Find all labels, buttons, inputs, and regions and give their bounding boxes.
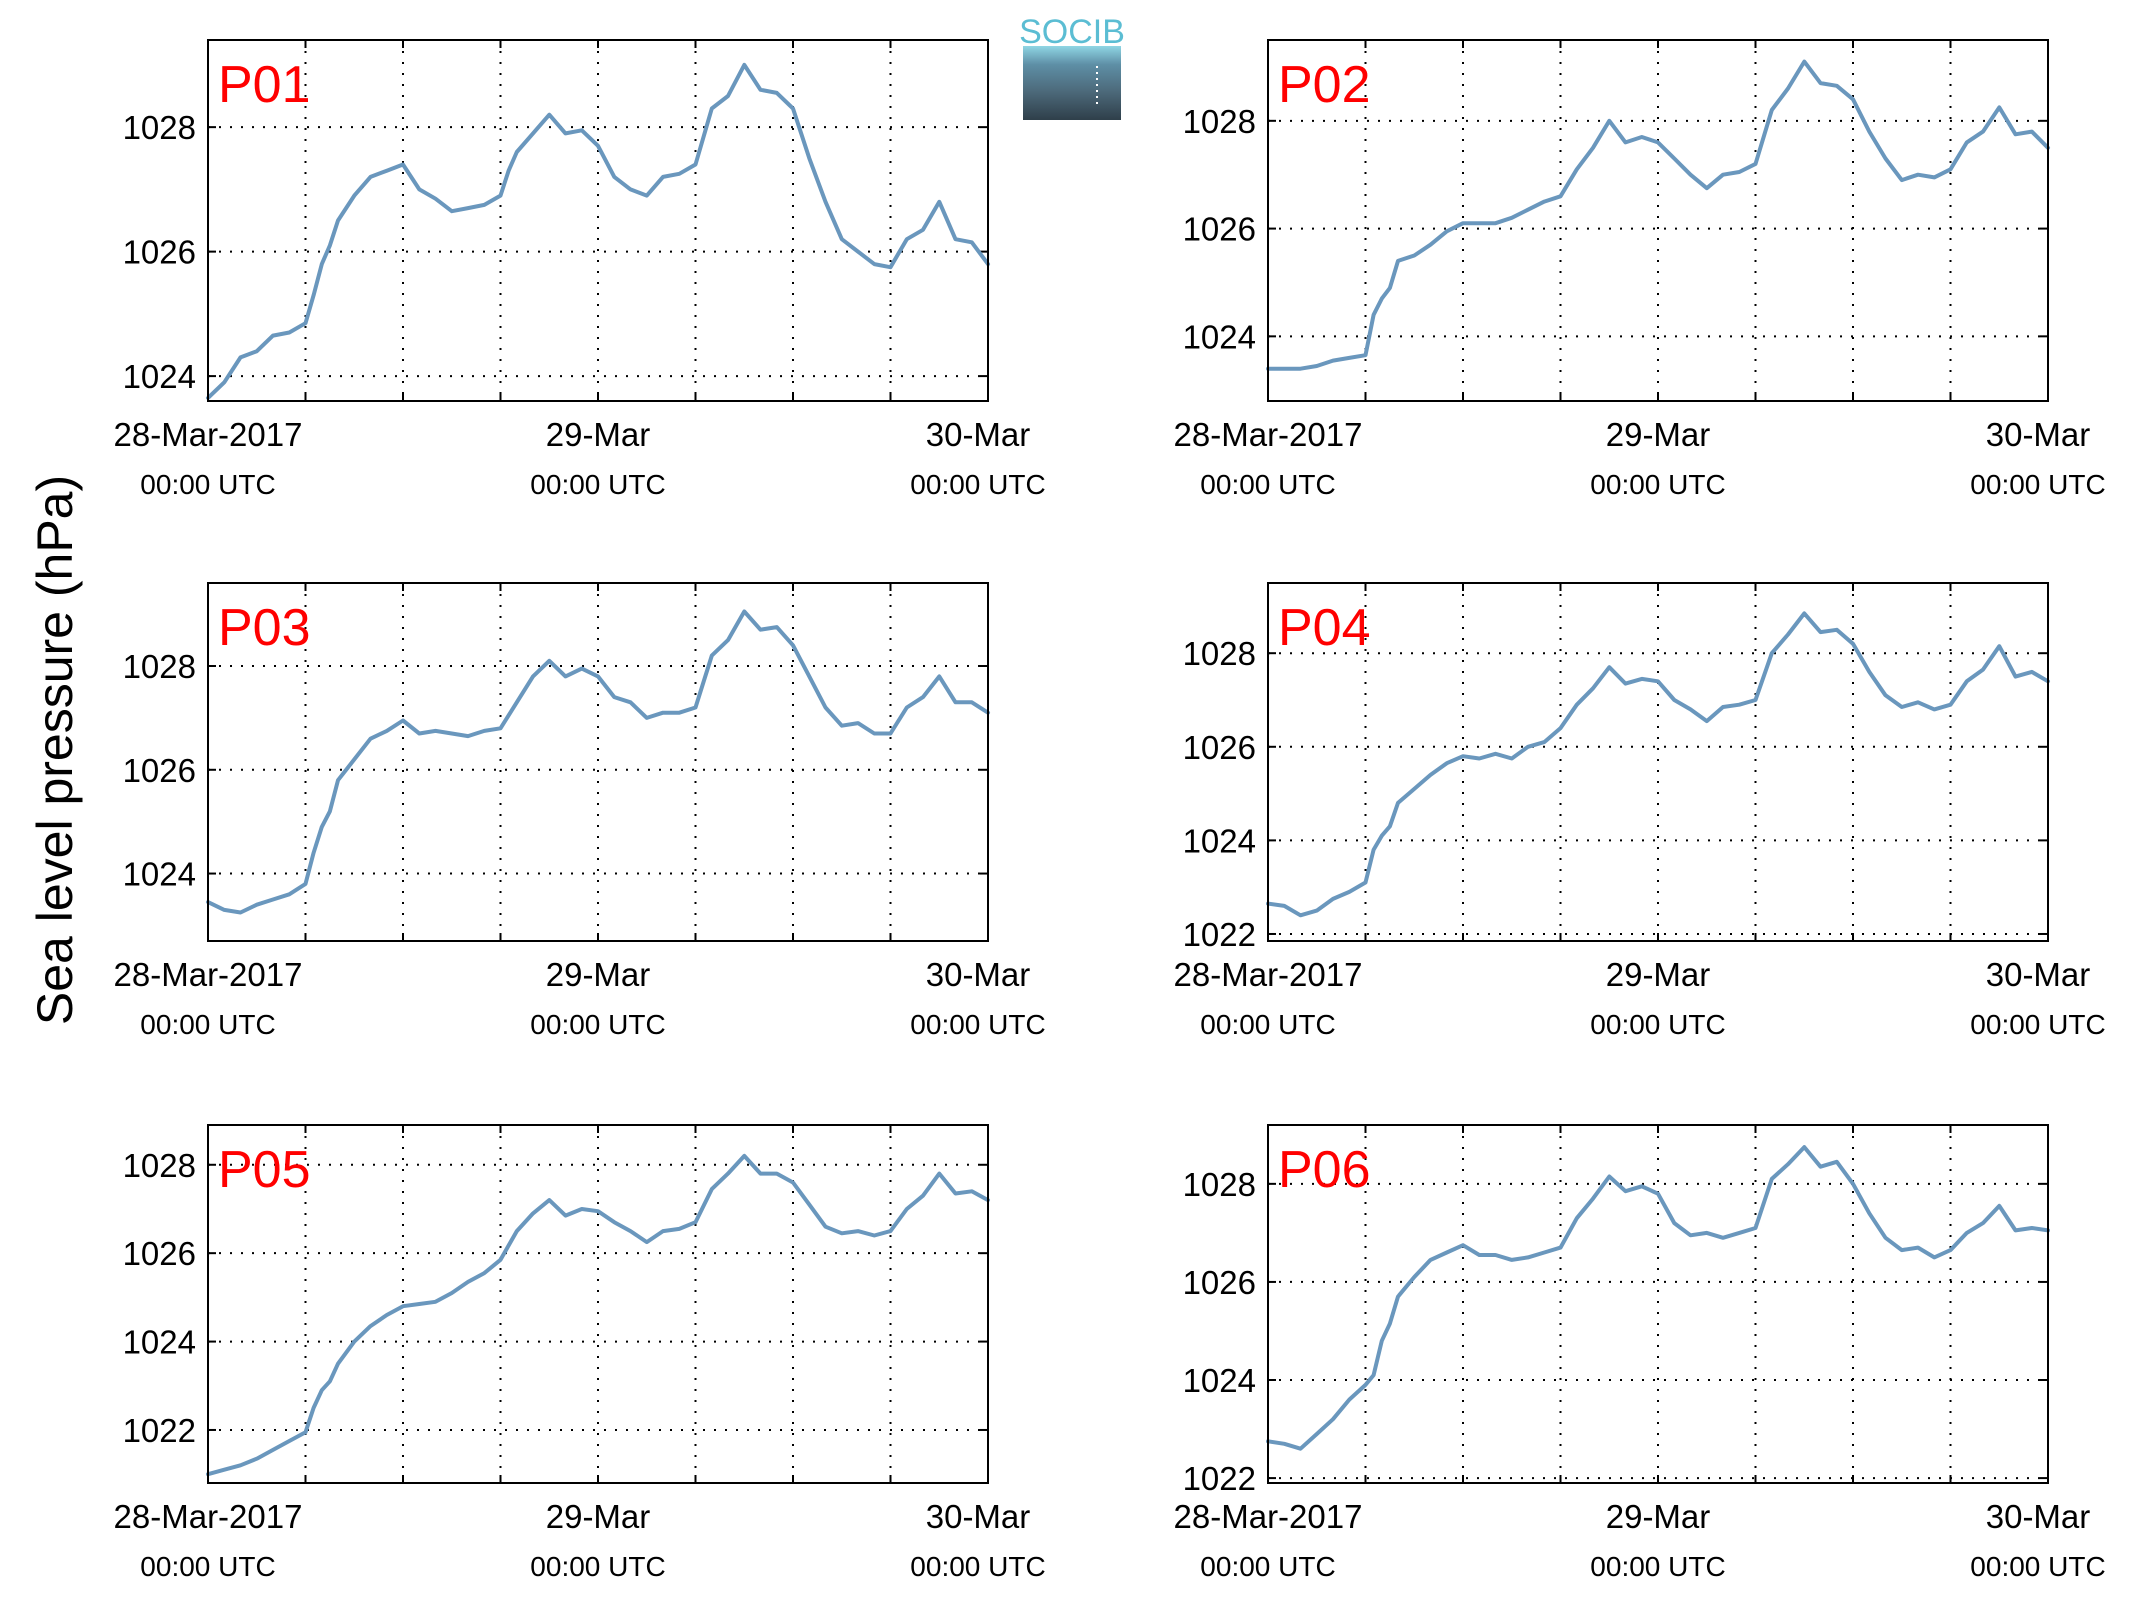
y-tick-label: 1022 bbox=[123, 1412, 196, 1449]
y-tick-label: 1028 bbox=[1183, 1166, 1256, 1203]
panel-p04: 1022 1024 1026 1028 P04 28-Mar-2017 00:00 UTC 2… bbox=[1174, 582, 2106, 1040]
socib-logo: SOCIB bbox=[1019, 13, 1125, 120]
x-tick-date-label: 28-Mar-2017 bbox=[1174, 1498, 1363, 1535]
y-tick-label: 1024 bbox=[1183, 822, 1256, 859]
x-tick-date-label: 28-Mar-2017 bbox=[114, 1498, 303, 1535]
y-tick-label: 1028 bbox=[1183, 103, 1256, 140]
panel-grid: 1024 1026 1028 P01 28-Mar-2017 00:00 UTC 29-Ma… bbox=[114, 39, 2106, 1582]
y-tick-label: 1026 bbox=[1183, 729, 1256, 766]
x-tick-date-label: 30-Mar bbox=[926, 1498, 1031, 1535]
x-tick-date-label: 30-Mar bbox=[926, 956, 1031, 993]
series-line bbox=[206, 1153, 990, 1477]
x-tick-date-label: 28-Mar-2017 bbox=[1174, 956, 1363, 993]
panel-label: P06 bbox=[1278, 1141, 1371, 1199]
x-tick-time-label: 00:00 UTC bbox=[1590, 1009, 1725, 1040]
y-tick-label: 1024 bbox=[1183, 1362, 1256, 1399]
x-tick-date-label: 30-Mar bbox=[1986, 956, 2091, 993]
axes-box bbox=[207, 582, 989, 942]
x-tick-time-label: 00:00 UTC bbox=[530, 469, 665, 500]
x-tick-time-label: 00:00 UTC bbox=[1200, 1551, 1335, 1582]
x-tick-date-label: 29-Mar bbox=[546, 956, 651, 993]
y-tick-label: 1024 bbox=[123, 856, 196, 893]
y-tick-label: 1022 bbox=[1183, 1460, 1256, 1497]
x-tick-date-label: 29-Mar bbox=[546, 416, 651, 453]
x-tick-time-label: 00:00 UTC bbox=[910, 1009, 1045, 1040]
panel-label: P03 bbox=[218, 599, 311, 657]
panel-label: P04 bbox=[1278, 599, 1371, 657]
x-tick-date-label: 29-Mar bbox=[1606, 1498, 1711, 1535]
y-tick-label: 1028 bbox=[123, 109, 196, 146]
x-tick-time-label: 00:00 UTC bbox=[530, 1551, 665, 1582]
y-tick-label: 1026 bbox=[1183, 211, 1256, 248]
panel-p01: 1024 1026 1028 P01 28-Mar-2017 00:00 UTC 29-Ma… bbox=[114, 39, 1046, 500]
socib-logo-text: SOCIB bbox=[1019, 13, 1125, 51]
y-tick-label: 1026 bbox=[123, 752, 196, 789]
y-tick-label: 1024 bbox=[123, 1324, 196, 1361]
y-tick-label: 1028 bbox=[1183, 635, 1256, 672]
x-tick-date-label: 29-Mar bbox=[546, 1498, 651, 1535]
axes-box bbox=[1267, 39, 2049, 402]
x-tick-date-label: 30-Mar bbox=[1986, 1498, 2091, 1535]
series-line bbox=[1266, 1145, 2050, 1451]
series-line bbox=[206, 609, 990, 915]
x-tick-date-label: 28-Mar-2017 bbox=[1174, 416, 1363, 453]
x-tick-date-label: 28-Mar-2017 bbox=[114, 956, 303, 993]
socib-logo-block bbox=[1023, 46, 1121, 120]
x-tick-time-label: 00:00 UTC bbox=[910, 1551, 1045, 1582]
y-tick-label: 1024 bbox=[1183, 318, 1256, 355]
y-axis-label: Sea level pressure (hPa) bbox=[27, 475, 83, 1025]
y-tick-label: 1026 bbox=[123, 234, 196, 271]
x-tick-date-label: 30-Mar bbox=[926, 416, 1031, 453]
y-tick-label: 1028 bbox=[123, 1147, 196, 1184]
x-tick-time-label: 00:00 UTC bbox=[1970, 469, 2105, 500]
y-tick-label: 1028 bbox=[123, 648, 196, 685]
x-tick-date-label: 29-Mar bbox=[1606, 956, 1711, 993]
x-tick-time-label: 00:00 UTC bbox=[1970, 1551, 2105, 1582]
series-line bbox=[1266, 59, 2050, 371]
x-tick-time-label: 00:00 UTC bbox=[140, 1551, 275, 1582]
series-line bbox=[1266, 611, 2050, 918]
panel-label: P02 bbox=[1278, 56, 1371, 114]
x-tick-time-label: 00:00 UTC bbox=[910, 469, 1045, 500]
x-tick-time-label: 00:00 UTC bbox=[1590, 1551, 1725, 1582]
y-tick-label: 1026 bbox=[123, 1235, 196, 1272]
panel-p05: 1022 1024 1026 1028 P05 28-Mar-2017 00:00 UTC 2… bbox=[114, 1124, 1046, 1582]
y-tick-label: 1026 bbox=[1183, 1264, 1256, 1301]
x-tick-time-label: 00:00 UTC bbox=[530, 1009, 665, 1040]
axes-box bbox=[1267, 1124, 2049, 1484]
y-tick-label: 1024 bbox=[123, 358, 196, 395]
x-tick-time-label: 00:00 UTC bbox=[1970, 1009, 2105, 1040]
x-tick-time-label: 00:00 UTC bbox=[140, 469, 275, 500]
x-tick-date-label: 30-Mar bbox=[1986, 416, 2091, 453]
x-tick-time-label: 00:00 UTC bbox=[1200, 469, 1335, 500]
panel-p02: 1024 1026 1028 P02 28-Mar-2017 00:00 UTC 29-Ma… bbox=[1174, 39, 2106, 500]
series-line bbox=[206, 62, 990, 400]
axes-box bbox=[1267, 582, 2049, 942]
panel-label: P05 bbox=[218, 1141, 311, 1199]
panel-label: P01 bbox=[218, 56, 311, 114]
x-tick-date-label: 29-Mar bbox=[1606, 416, 1711, 453]
x-tick-time-label: 00:00 UTC bbox=[140, 1009, 275, 1040]
panel-p03: 1024 1026 1028 P03 28-Mar-2017 00:00 UTC 29-Ma… bbox=[114, 582, 1046, 1040]
y-tick-label: 1022 bbox=[1183, 916, 1256, 953]
axes-box bbox=[207, 39, 989, 402]
axes-box bbox=[207, 1124, 989, 1484]
panel-p06: 1022 1024 1026 1028 P06 28-Mar-2017 00:00 UTC 2… bbox=[1174, 1124, 2106, 1582]
x-tick-date-label: 28-Mar-2017 bbox=[114, 416, 303, 453]
x-tick-time-label: 00:00 UTC bbox=[1590, 469, 1725, 500]
x-tick-time-label: 00:00 UTC bbox=[1200, 1009, 1335, 1040]
